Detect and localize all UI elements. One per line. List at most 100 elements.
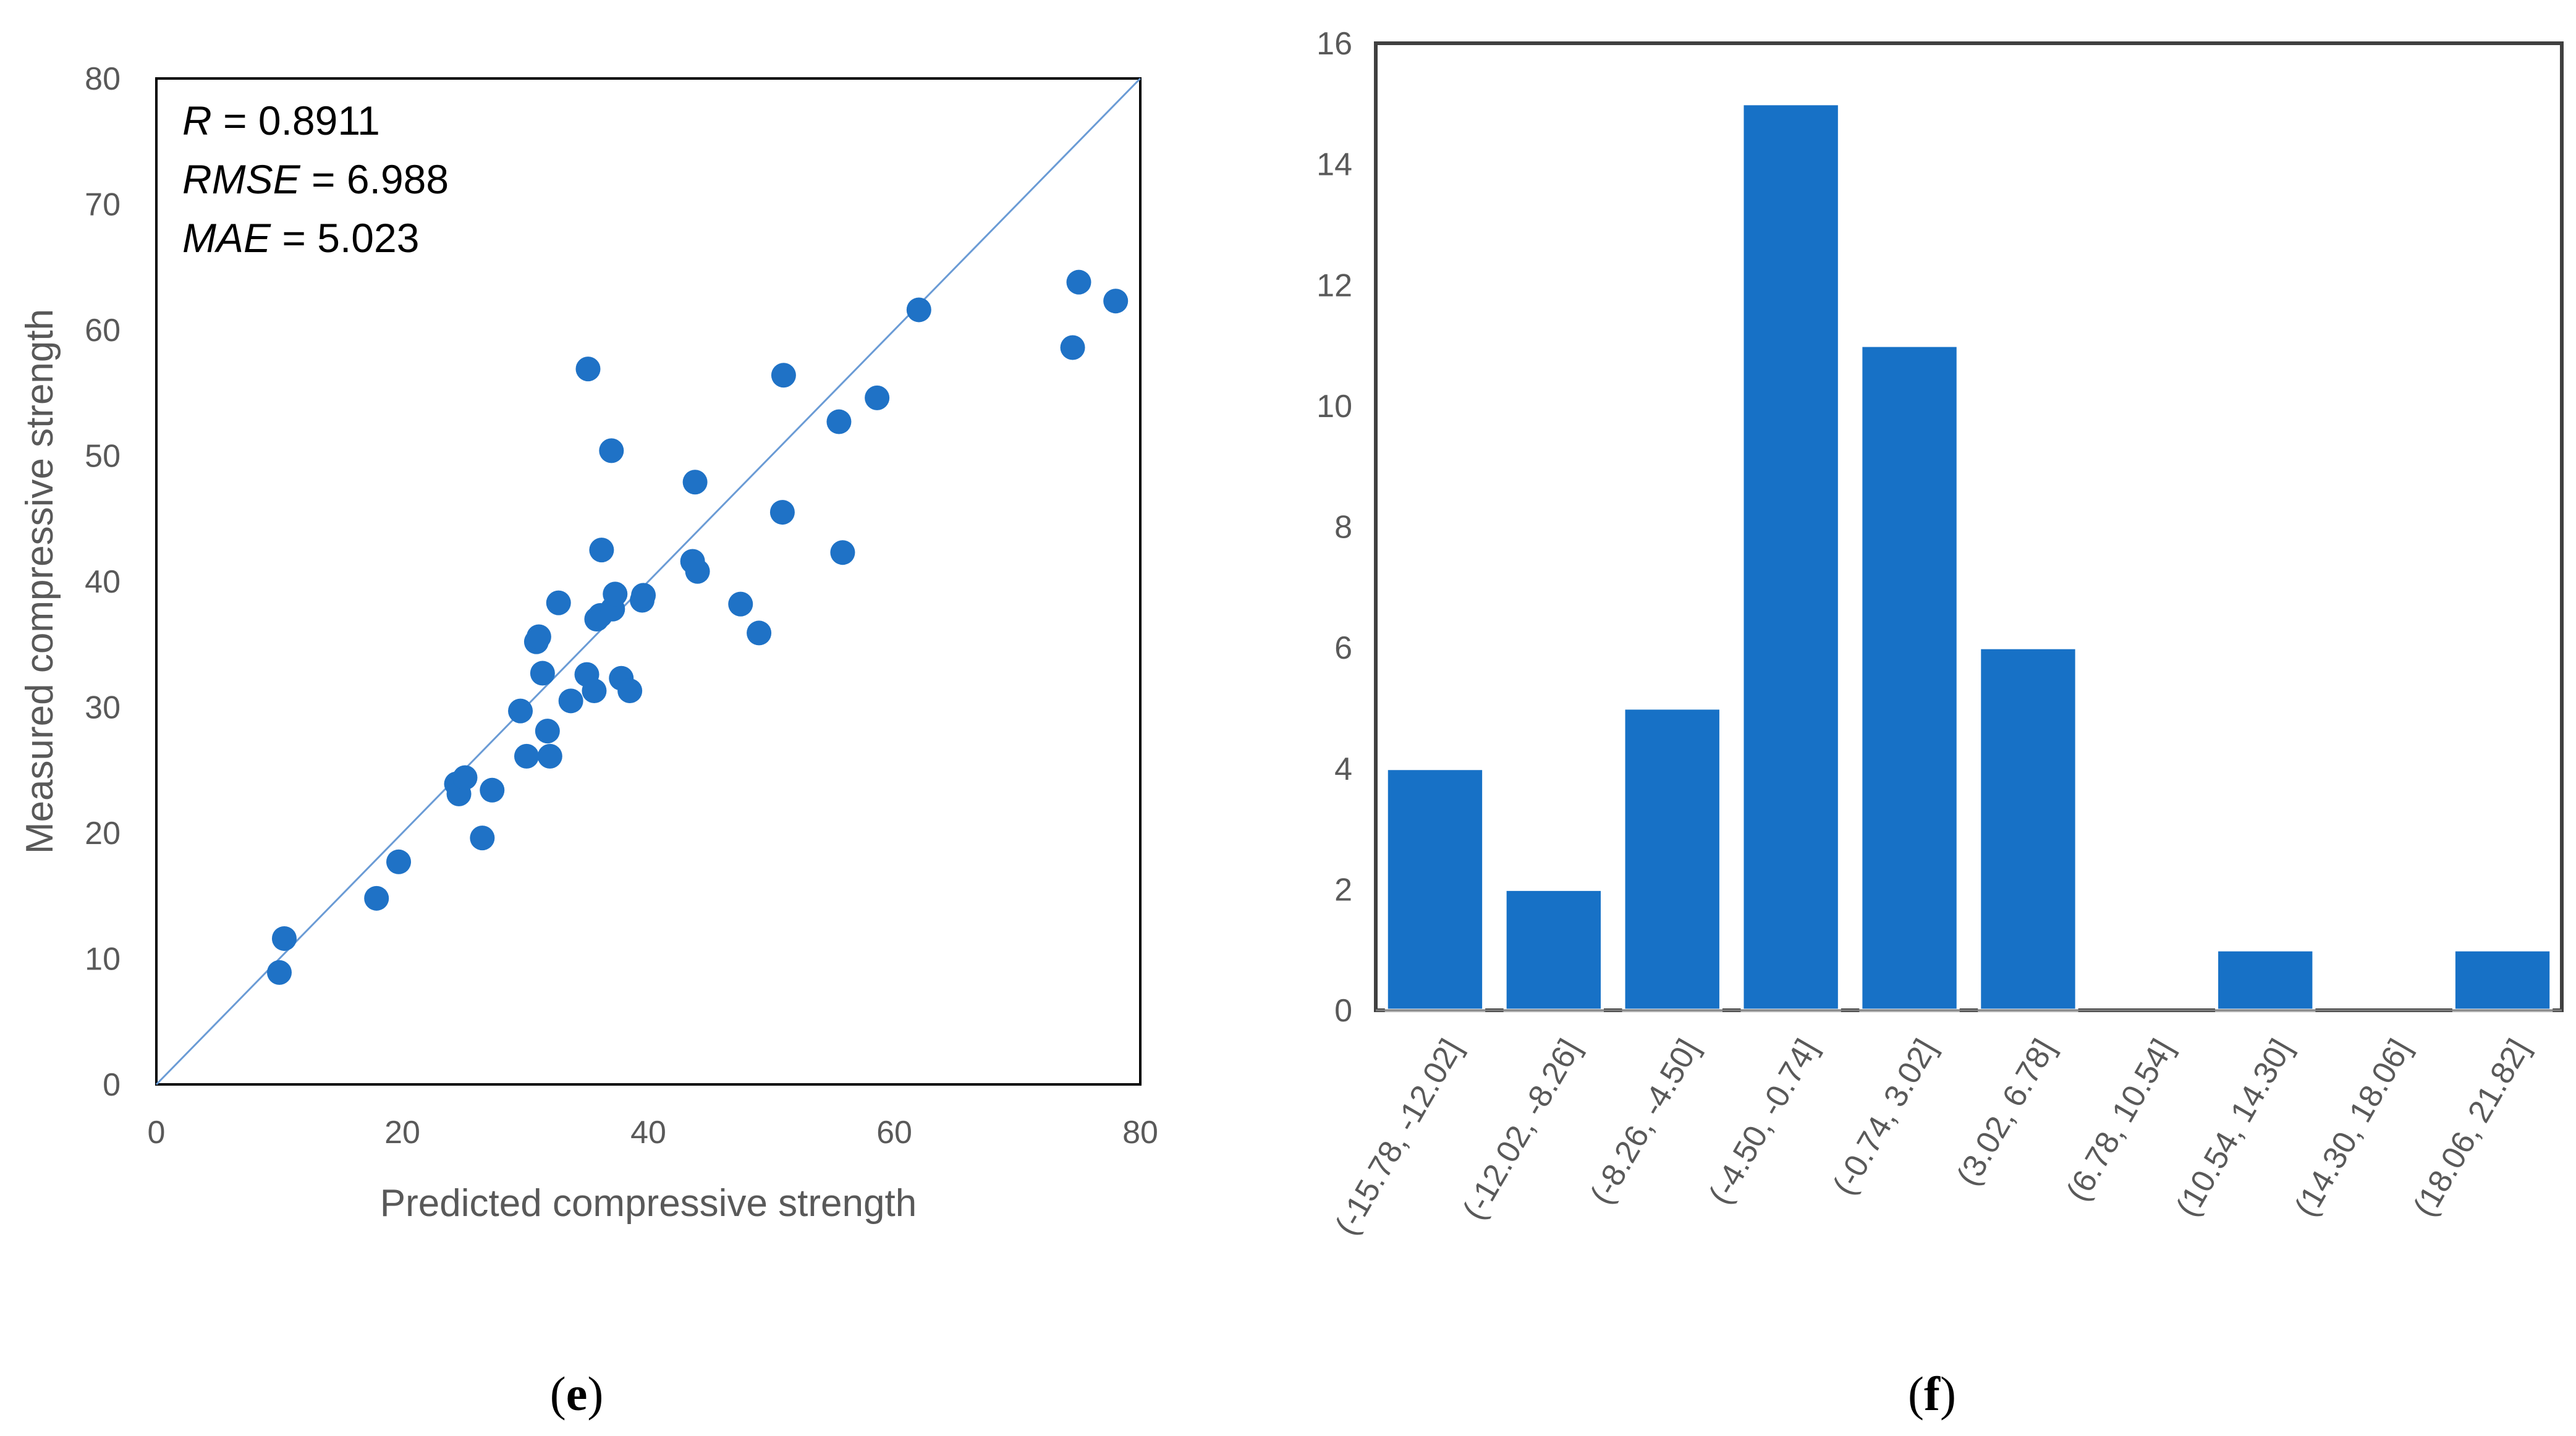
stat-value: 5.023 bbox=[317, 215, 419, 261]
scatter-panel: 0 10 20 30 40 50 60 70 80 0 20 40 60 80 Predicted co… bbox=[19, 61, 1158, 1225]
histogram-x-tick-labels: (-15.78, -12.02](-12.02, -8.26](-8.26, -… bbox=[1328, 1033, 2536, 1241]
scatter-points bbox=[267, 269, 1129, 985]
histogram-x-tick-label: (-15.78, -12.02] bbox=[1328, 1033, 1469, 1241]
stat-name: R bbox=[182, 98, 212, 143]
stats-annotation: R = 0.8911 RMSE = 6.988 MAE = 5.023 bbox=[182, 98, 449, 261]
scatter-x-tick-label: 0 bbox=[148, 1115, 166, 1151]
scatter-point bbox=[1103, 289, 1129, 314]
scatter-point bbox=[771, 363, 796, 388]
stat-line: MAE = 5.023 bbox=[182, 215, 419, 261]
histogram-x-tick-label: (-0.74, 3.02] bbox=[1826, 1033, 1944, 1201]
scatter-point bbox=[685, 559, 710, 584]
scatter-point bbox=[826, 409, 852, 434]
scatter-point bbox=[364, 885, 389, 911]
scatter-point bbox=[271, 926, 297, 951]
histogram-x-tick-label: (-12.02, -8.26] bbox=[1456, 1033, 1588, 1226]
scatter-point bbox=[865, 385, 890, 410]
scatter-plot-frame bbox=[155, 77, 1142, 1086]
scatter-point bbox=[267, 960, 292, 985]
histogram-y-tick-label: 8 bbox=[1334, 510, 1352, 546]
scatter-point bbox=[386, 849, 412, 874]
scatter-y-tick-label: 80 bbox=[85, 61, 121, 97]
panel-label-e: (e) bbox=[550, 1367, 604, 1421]
histogram-bar bbox=[1978, 646, 2078, 1012]
scatter-point bbox=[470, 826, 495, 851]
scatter-point bbox=[728, 591, 753, 617]
stat-equals: = bbox=[300, 156, 347, 202]
scatter-point bbox=[537, 743, 562, 769]
histogram-x-tick-label: (10.54, 14.30] bbox=[2169, 1033, 2300, 1223]
scatter-point bbox=[535, 719, 560, 744]
histogram-bar bbox=[2215, 948, 2316, 1012]
scatter-point bbox=[747, 620, 772, 646]
scatter-point bbox=[682, 470, 708, 495]
identity-reference-line bbox=[155, 77, 1142, 1086]
histogram-y-tick-label: 2 bbox=[1334, 872, 1352, 908]
scatter-y-tick-label: 30 bbox=[85, 690, 121, 726]
histogram-x-tick-label: (14.30, 18.06] bbox=[2288, 1033, 2418, 1223]
scatter-y-tick-label: 20 bbox=[85, 816, 121, 851]
scatter-point bbox=[617, 678, 643, 704]
stat-line: R = 0.8911 bbox=[182, 98, 380, 143]
scatter-y-tick-label: 70 bbox=[85, 187, 121, 223]
histogram-y-tick-label: 16 bbox=[1316, 26, 1352, 62]
histogram-x-tick-label: (6.78, 10.54] bbox=[2060, 1033, 2181, 1207]
histogram-y-tick-label: 4 bbox=[1334, 751, 1352, 787]
scatter-point bbox=[480, 777, 505, 803]
stat-line: RMSE = 6.988 bbox=[182, 156, 449, 202]
scatter-point bbox=[589, 538, 614, 563]
histogram-frame bbox=[1374, 41, 2564, 1012]
stat-equals: = bbox=[212, 98, 258, 143]
scatter-point bbox=[769, 500, 795, 525]
histogram-y-tick-label: 10 bbox=[1316, 389, 1352, 424]
scatter-point bbox=[830, 540, 855, 565]
scatter-y-tick-label: 0 bbox=[103, 1067, 121, 1103]
scatter-x-tick-label: 20 bbox=[384, 1115, 420, 1151]
stat-equals: = bbox=[271, 215, 317, 261]
scatter-point bbox=[603, 581, 628, 607]
scatter-y-tick-labels: 0 10 20 30 40 50 60 70 80 bbox=[85, 61, 121, 1103]
scatter-point bbox=[526, 624, 551, 649]
scatter-point bbox=[906, 297, 931, 323]
scatter-y-axis-label: Measured compressive strength bbox=[19, 309, 61, 854]
histogram-bar bbox=[1503, 887, 1604, 1012]
scatter-x-tick-label: 80 bbox=[1122, 1115, 1158, 1151]
scatter-y-tick-label: 60 bbox=[85, 313, 121, 348]
stat-name: MAE bbox=[182, 215, 271, 261]
scatter-point bbox=[575, 357, 601, 382]
histogram-bar bbox=[1622, 706, 1722, 1012]
scatter-point bbox=[599, 438, 624, 463]
histogram-bar bbox=[1384, 767, 1486, 1012]
stat-name: RMSE bbox=[182, 156, 301, 202]
scatter-y-tick-label: 40 bbox=[85, 564, 121, 600]
histogram-y-tick-labels: 0 2 4 6 8 10 12 14 16 bbox=[1316, 26, 1352, 1029]
histogram-bars bbox=[1384, 102, 2553, 1012]
panel-label-f: (f) bbox=[1908, 1367, 1956, 1421]
scatter-point bbox=[514, 743, 539, 769]
histogram-y-tick-label: 6 bbox=[1334, 630, 1352, 666]
histogram-bar bbox=[1740, 102, 1841, 1012]
scatter-point bbox=[530, 661, 555, 686]
histogram-x-tick-label: (18.06, 21.82] bbox=[2407, 1033, 2537, 1223]
scatter-point bbox=[508, 698, 533, 724]
histogram-bar bbox=[2452, 948, 2553, 1012]
scatter-x-tick-label: 40 bbox=[630, 1115, 666, 1151]
histogram-x-tick-label: (3.02, 6.78] bbox=[1950, 1033, 2062, 1192]
panel-label-e-letter: e bbox=[566, 1367, 588, 1421]
histogram-panel: 0 2 4 6 8 10 12 14 16 (-15.78, -12.02](-12.02, -… bbox=[1316, 26, 2564, 1241]
scatter-y-tick-label: 10 bbox=[85, 942, 121, 978]
scatter-x-tick-label: 60 bbox=[876, 1115, 912, 1151]
scatter-point bbox=[1066, 269, 1091, 295]
stat-value: 0.8911 bbox=[258, 98, 380, 143]
scatter-point bbox=[452, 765, 478, 790]
scatter-point bbox=[1060, 335, 1085, 360]
scatter-y-tick-label: 50 bbox=[85, 439, 121, 475]
scatter-x-tick-labels: 0 20 40 60 80 bbox=[148, 1115, 1158, 1151]
histogram-x-tick-label: (-8.26, -4.50] bbox=[1583, 1033, 1706, 1210]
scatter-point bbox=[631, 583, 656, 608]
scatter-point bbox=[558, 688, 583, 714]
scatter-x-axis-label: Predicted compressive strength bbox=[380, 1182, 917, 1225]
stat-value: 6.988 bbox=[347, 156, 449, 202]
histogram-y-tick-label: 12 bbox=[1316, 268, 1352, 303]
